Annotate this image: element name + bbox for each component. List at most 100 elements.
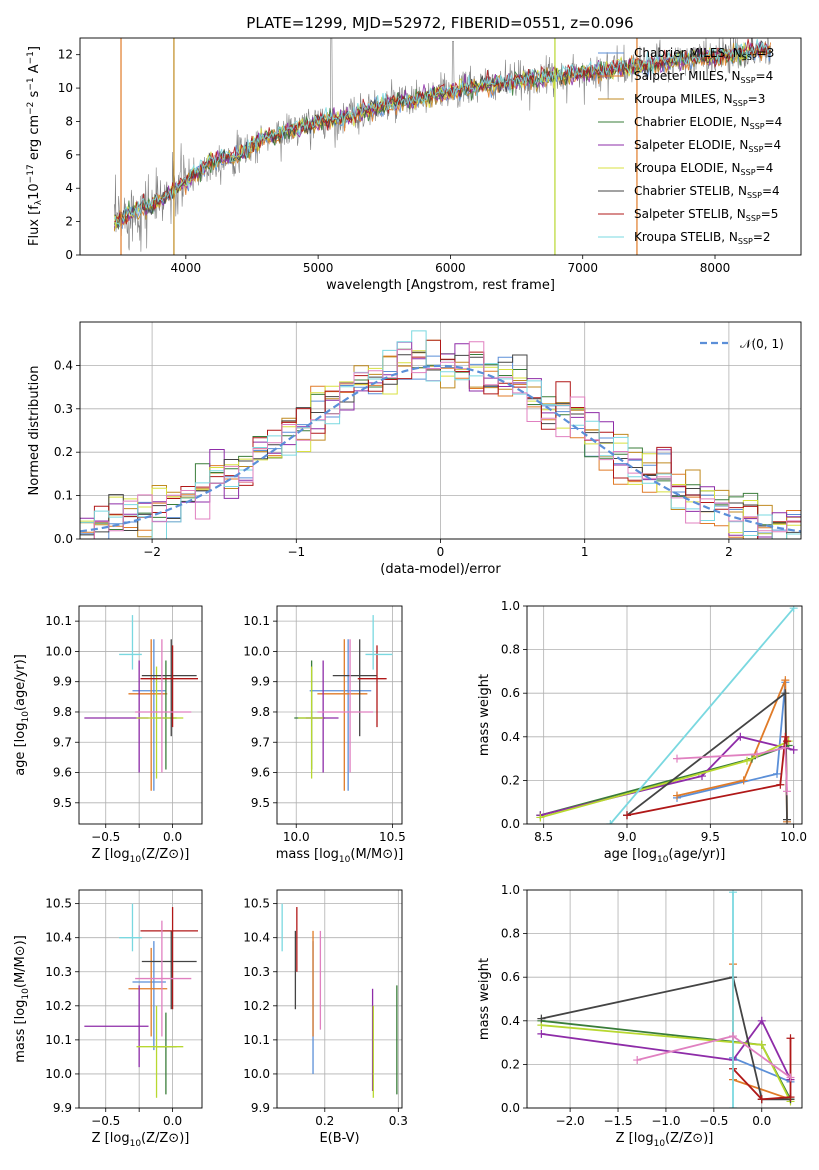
axes-frame <box>526 889 803 1109</box>
label-part: mass weight <box>477 958 492 1040</box>
x-tick-label: 5000 <box>303 261 334 275</box>
axes-frame <box>276 605 403 825</box>
label-subscript: 10 <box>654 1139 666 1149</box>
weight-marker <box>786 1034 795 1043</box>
legend-subscript: SSP <box>750 122 765 131</box>
legend-subscript: SSP <box>741 76 756 85</box>
x-tick-label: −0.5 <box>699 1114 728 1128</box>
weight-marker <box>633 1056 642 1065</box>
label-part: −1 <box>26 51 36 64</box>
y-axis-label: Normed distribution <box>27 366 42 496</box>
y-tick-label: 9.9 <box>53 675 72 689</box>
label-part: log <box>13 1000 28 1020</box>
weight-marker <box>673 791 681 800</box>
weight-marker <box>729 1104 738 1108</box>
figure-title: PLATE=1299, MJD=52972, FIBERID=0551, z=0… <box>246 14 633 32</box>
x-tick-label: 10.0 <box>283 830 310 844</box>
label-part: s <box>27 90 42 101</box>
x-axis-label: mass [log10(M/M⊙)] <box>276 847 404 865</box>
x-tick-label: −1.0 <box>651 1114 680 1128</box>
model-fit-line <box>114 39 771 228</box>
weight-marker <box>606 820 615 824</box>
y-tick-label: 8 <box>65 114 73 128</box>
legend-label: Salpeter STELIB, NSSP=5 <box>634 207 778 223</box>
legend-label: Kroupa ELODIE, NSSP=4 <box>634 161 773 177</box>
legend-subscript: SSP <box>748 145 763 154</box>
label-part: λ <box>34 199 44 205</box>
x-tick-label: −0.5 <box>91 1114 120 1128</box>
y-tick-label: 10.2 <box>45 999 72 1013</box>
legend-label: Salpeter MILES, NSSP=4 <box>634 69 773 85</box>
y-tick-label: 0.2 <box>501 773 520 787</box>
label-subscript: 10 <box>339 855 351 865</box>
weight-marker <box>537 1014 546 1023</box>
label-subscript: 10 <box>130 855 142 865</box>
label-subscript: 10 <box>130 1139 142 1149</box>
y-tick-label: 9.8 <box>53 705 72 719</box>
weight-series-line <box>541 976 791 1101</box>
weight-marker <box>781 689 790 698</box>
y-tick-label: 10.4 <box>45 931 72 945</box>
label-part: Z [ <box>92 847 110 862</box>
mass-vs-metallicity-panel: −0.5 0.09.910.010.110.210.310.410.5Z [log… <box>13 889 203 1149</box>
legend-text: =4 <box>763 138 781 152</box>
label-part: Z [ <box>616 1131 634 1146</box>
y-tick-label: 0.4 <box>501 1014 520 1028</box>
x-tick-label: 0.2 <box>315 1114 334 1128</box>
x-axis-label: Z [log10(Z/Z⊙)] <box>92 1131 190 1149</box>
label-part: (Z/Z⊙)] <box>141 1131 189 1146</box>
legend-text: =4 <box>756 161 774 175</box>
weight-marker <box>623 811 631 820</box>
y-tick-label: 10 <box>58 81 73 95</box>
legend-text: =4 <box>762 184 780 198</box>
y-tick-label: 10.1 <box>243 1033 270 1047</box>
axes-frame <box>78 605 203 825</box>
residual-histogram-panel: −2 −1 0 1 2 0.0 0.1 0.2 0.3 0.4 (data-model)/error… <box>27 321 802 577</box>
weight-series-line <box>732 1038 792 1101</box>
legend-subscript: SSP <box>741 168 756 177</box>
legend-label: Kroupa MILES, NSSP=3 <box>634 92 765 108</box>
histogram-step <box>80 339 801 539</box>
label-part: mass [ <box>276 847 319 862</box>
y-tick-label: 0.4 <box>501 730 520 744</box>
weight-marker <box>783 737 791 746</box>
y-tick-label: 4 <box>65 181 73 195</box>
y-tick-label: 0.8 <box>501 643 520 657</box>
y-tick-label: 10.5 <box>243 897 270 911</box>
weight-marker <box>743 756 751 765</box>
weight-marker <box>736 732 745 741</box>
plot-area <box>537 890 795 1108</box>
legend-text: Salpeter ELODIE, N <box>634 138 748 152</box>
y-tick-label: 9.5 <box>53 796 72 810</box>
y-tick-label: 10.3 <box>243 965 270 979</box>
weight-series-line <box>676 746 788 792</box>
grid-lines <box>527 605 802 825</box>
y-tick-label: 10.1 <box>45 614 72 628</box>
weight-marker <box>776 780 785 789</box>
label-part: log <box>110 847 130 862</box>
y-axis-label: age [log10(age/yr)] <box>13 654 31 776</box>
y-tick-label: 0.2 <box>54 445 73 459</box>
y-tick-label: 0.2 <box>501 1057 520 1071</box>
y-axis-label: Flux [fλ10−17 erg cm−2 s−1 A−1] <box>26 46 44 246</box>
y-tick-label: 10.0 <box>45 644 72 658</box>
label-part: log <box>110 1131 130 1146</box>
legend-subscript: SSP <box>746 214 761 223</box>
model-fit-line <box>114 40 771 227</box>
label-part: log <box>319 847 339 862</box>
legend-text: =4 <box>765 115 783 129</box>
y-tick-label: 0.0 <box>54 532 73 546</box>
label-part: age [ <box>13 742 28 775</box>
axes-frame <box>526 605 803 825</box>
weight-marker <box>783 787 791 796</box>
label-part: age [ <box>604 847 637 862</box>
legend-label: Chabrier MILES, NSSP=3 <box>634 46 774 62</box>
label-part: mass weight <box>477 674 492 756</box>
y-tick-label: 9.7 <box>251 735 270 749</box>
weight-marker <box>781 676 790 685</box>
legend-text: Salpeter STELIB, N <box>634 207 746 221</box>
label-part: wavelength [Angstrom, rest frame] <box>326 278 555 293</box>
legend-text: Kroupa ELODIE, N <box>634 161 741 175</box>
x-tick-label: −2.0 <box>556 1114 585 1128</box>
legend-text: Chabrier STELIB, N <box>634 184 747 198</box>
